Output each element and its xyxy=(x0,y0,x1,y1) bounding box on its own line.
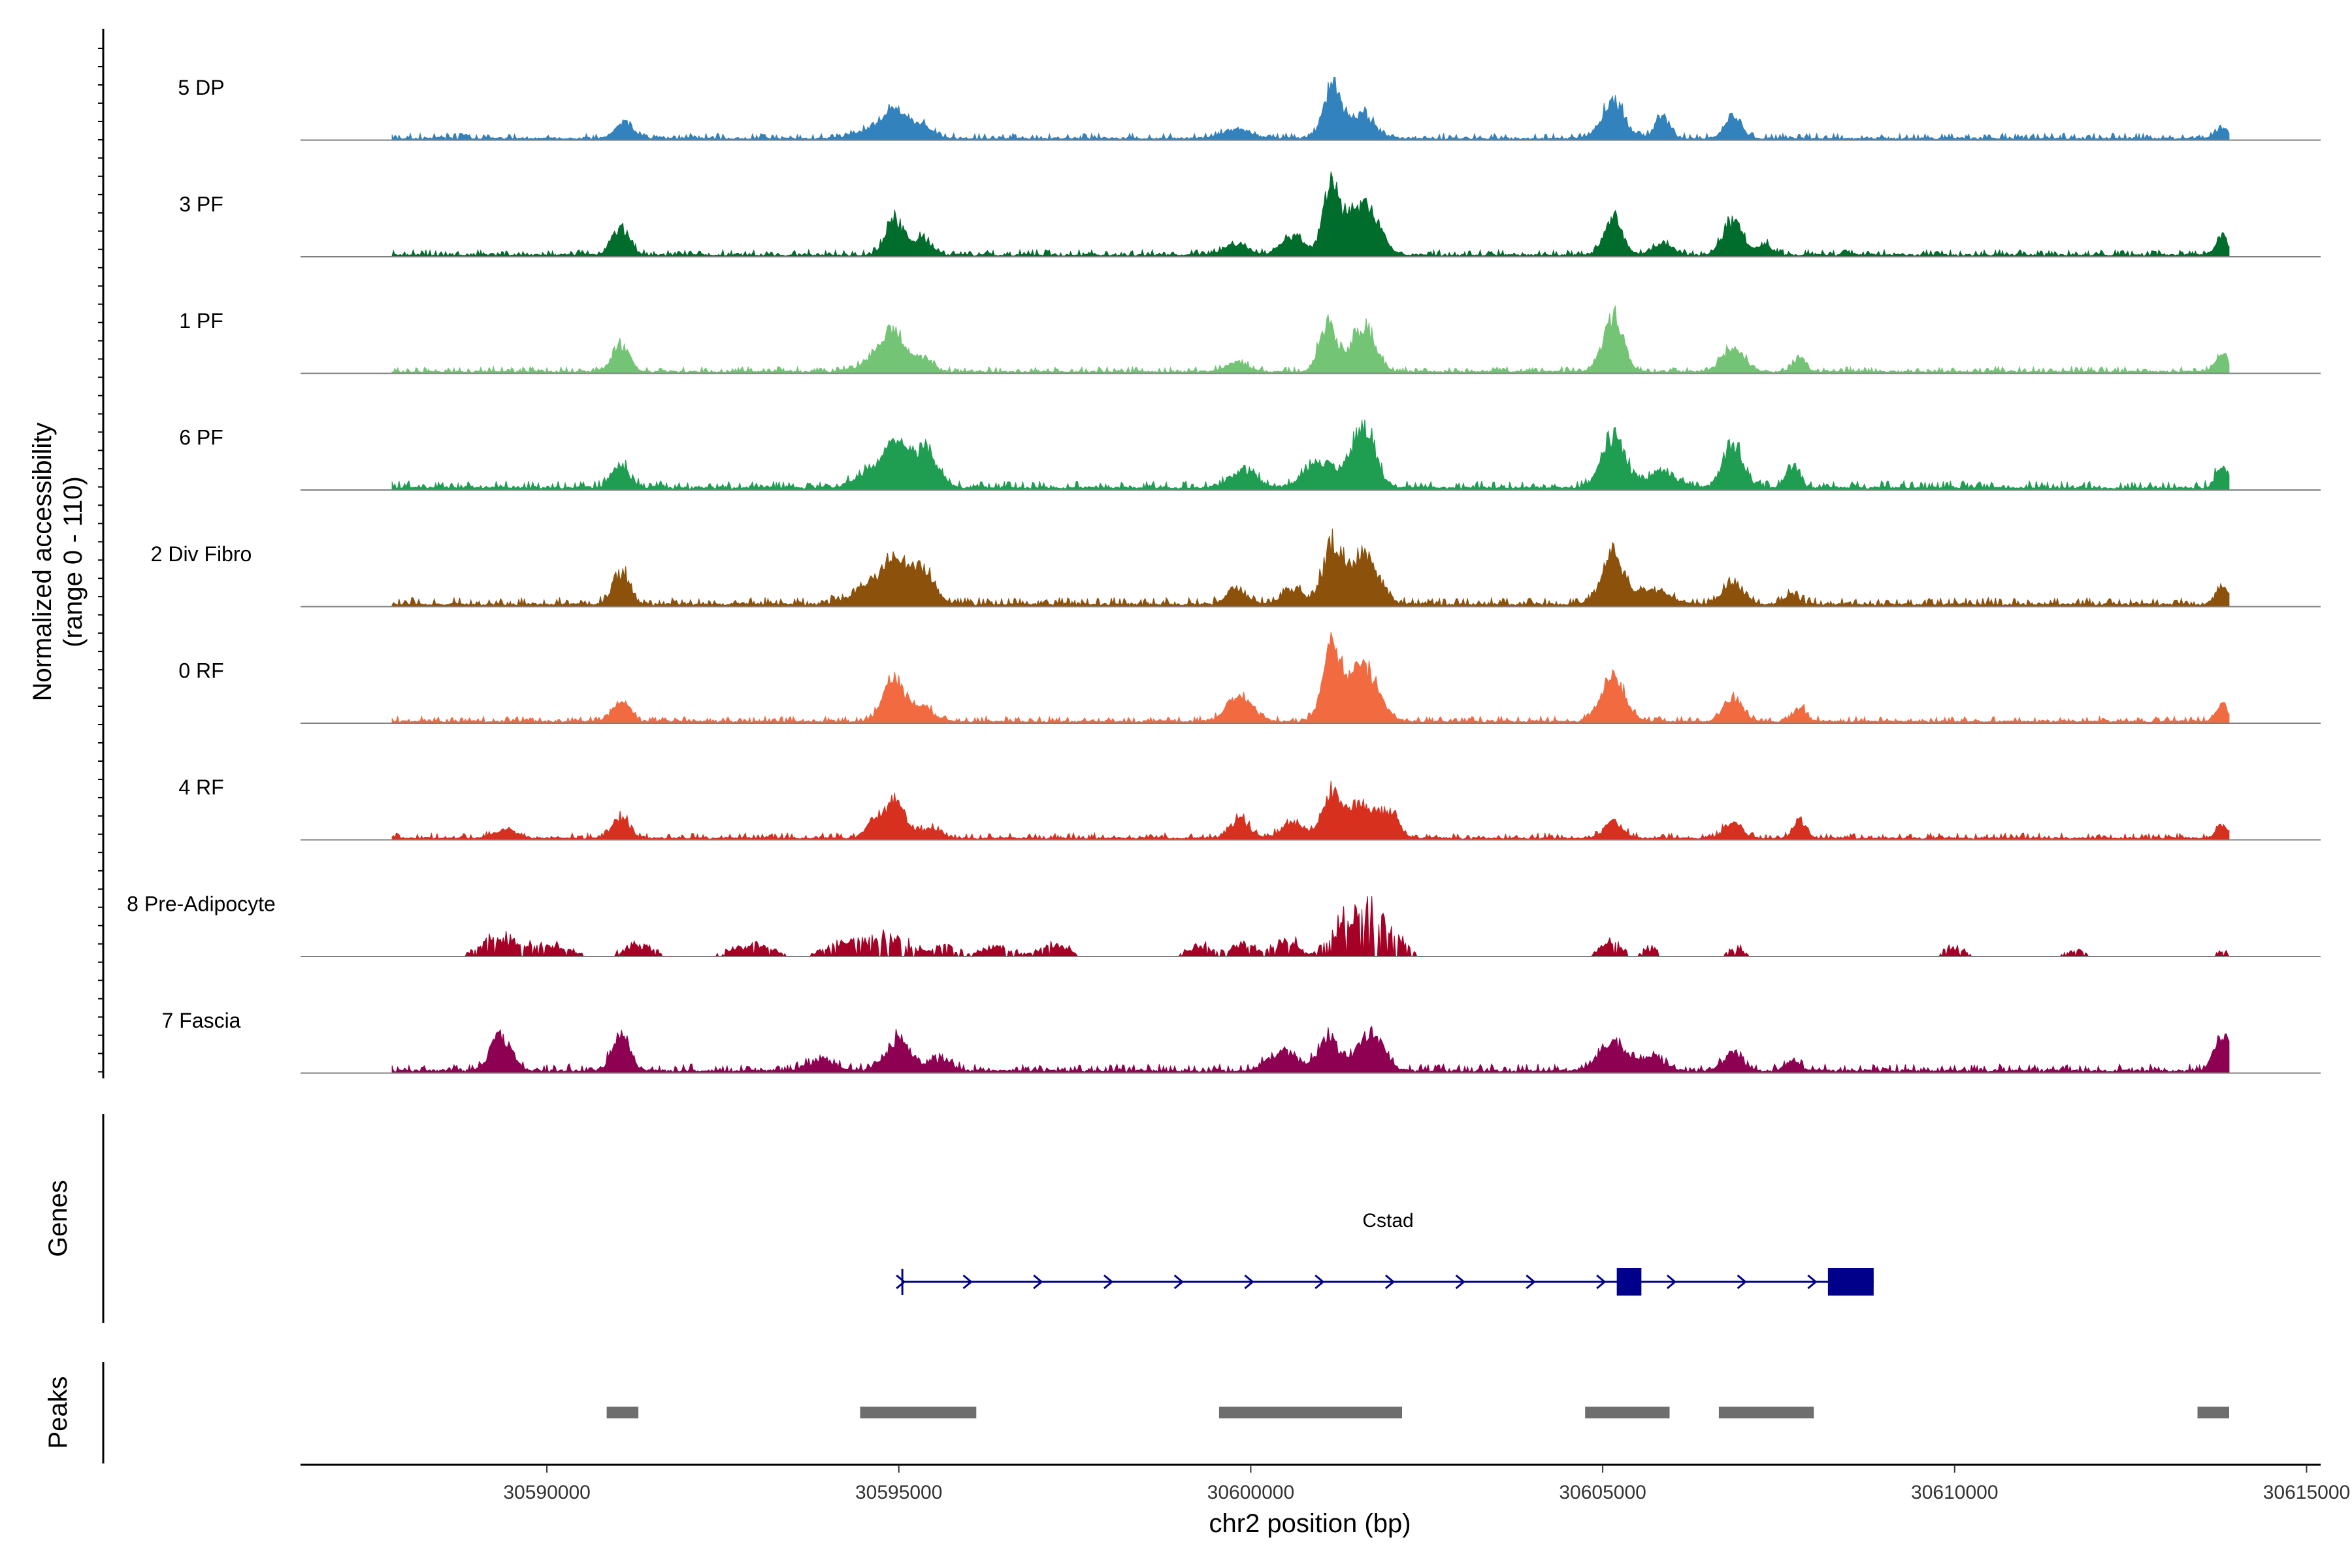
coverage-area xyxy=(392,896,2230,958)
gene-exon xyxy=(1827,1268,1874,1296)
gene-strand-arrow xyxy=(1103,1274,1114,1290)
gene-strand-arrow xyxy=(1315,1274,1325,1290)
track-3-pf: 3 PF xyxy=(179,171,2321,257)
track-label: 8 Pre-Adipocyte xyxy=(127,892,276,916)
track-7-fascia: 7 Fascia xyxy=(162,1009,2321,1074)
coverage-area xyxy=(391,529,2230,607)
gene-strand-arrow xyxy=(1737,1274,1747,1290)
track-5-dp: 5 DP xyxy=(178,76,2321,141)
gene-strand-arrow xyxy=(1033,1274,1043,1290)
gene-strand-arrow xyxy=(896,1274,906,1290)
track-label: 1 PF xyxy=(179,309,223,333)
y-axis-title: Normalized accessibility xyxy=(28,423,57,702)
track-8-pre-adipocyte: 8 Pre-Adipocyte xyxy=(127,892,2321,958)
peak-region xyxy=(1718,1407,1814,1418)
peak-region xyxy=(1585,1407,1670,1418)
x-tick-label: 30595000 xyxy=(855,1482,942,1503)
coverage-area xyxy=(391,632,2230,724)
gene-strand-arrow xyxy=(1173,1274,1184,1290)
gene-exon xyxy=(1616,1268,1642,1296)
track-4-rf: 4 RF xyxy=(178,776,2321,841)
genes-panel: Genes Cstad xyxy=(44,1114,1874,1323)
gene-strand-arrow xyxy=(1384,1274,1396,1290)
track-2-div-fibro: 2 Div Fibro xyxy=(151,529,2321,608)
track-label: 4 RF xyxy=(178,776,223,799)
gene-strand-arrow xyxy=(1807,1274,1818,1290)
genes-panel-title: Genes xyxy=(44,1180,73,1257)
track-label: 7 Fascia xyxy=(162,1009,241,1032)
x-tick-label: 30590000 xyxy=(503,1482,590,1503)
gene-strand-arrow xyxy=(1244,1274,1254,1290)
track-label: 0 RF xyxy=(178,659,223,683)
peak-region xyxy=(606,1407,639,1418)
track-6-pf: 6 PF xyxy=(179,419,2321,491)
track-label: 5 DP xyxy=(178,76,224,99)
coverage-area xyxy=(391,304,2230,374)
peaks-panel: Peaks xyxy=(44,1362,2229,1463)
peak-region xyxy=(2197,1407,2229,1418)
coverage-tracks: 5 DP 3 PF 1 PF 6 PF 2 Div Fibro 0 RF 4 RF 8 Pre… xyxy=(127,76,2321,1074)
gene-strand-arrow xyxy=(1526,1274,1536,1290)
gene-strand-arrow xyxy=(1455,1274,1465,1290)
gene-cstad: Cstad xyxy=(896,1210,1874,1296)
peak-region xyxy=(860,1407,977,1418)
y-axis: Normalized accessibility (range 0 - 110) xyxy=(28,29,105,1079)
coverage-area xyxy=(391,780,2230,840)
x-axis: chr2 position (bp) 30590000 30595000 30600… xyxy=(301,1463,2350,1538)
x-tick-label: 30605000 xyxy=(1559,1482,1646,1503)
track-label: 6 PF xyxy=(179,426,223,449)
track-0-rf: 0 RF xyxy=(178,632,2321,724)
track-label: 3 PF xyxy=(179,193,223,216)
coverage-area xyxy=(391,1025,2230,1073)
coverage-area xyxy=(391,76,2230,140)
x-tick-label: 30615000 xyxy=(2263,1482,2350,1503)
x-axis-title: chr2 position (bp) xyxy=(1209,1509,1411,1538)
x-tick-label: 30610000 xyxy=(1911,1482,1998,1503)
peak-region xyxy=(1218,1407,1402,1418)
track-1-pf: 1 PF xyxy=(179,304,2321,374)
y-axis-range: (range 0 - 110) xyxy=(59,476,88,647)
peaks-panel-title: Peaks xyxy=(44,1376,73,1448)
track-label: 2 Div Fibro xyxy=(151,542,252,566)
gene-strand-arrow xyxy=(1596,1274,1607,1290)
gene-strand-arrow xyxy=(1666,1274,1677,1290)
coverage-area xyxy=(391,171,2230,257)
coverage-area xyxy=(391,419,2230,491)
x-tick-label: 30600000 xyxy=(1207,1482,1294,1503)
gene-name-label: Cstad xyxy=(1362,1210,1413,1232)
gene-strand-arrow xyxy=(962,1274,973,1290)
